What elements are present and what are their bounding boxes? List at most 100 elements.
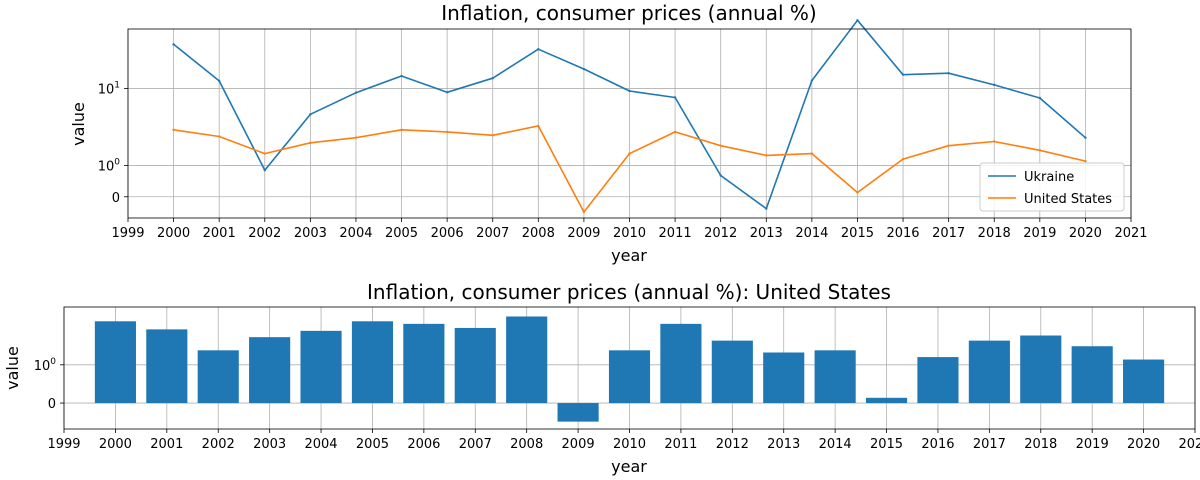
data-point xyxy=(217,135,221,138)
bar xyxy=(300,330,342,404)
x-tick-label: 2001 xyxy=(203,226,236,241)
y-tick-label: 0 xyxy=(48,397,56,412)
x-tick-label: 2009 xyxy=(562,437,595,452)
bar xyxy=(557,403,599,422)
data-point xyxy=(537,48,540,51)
data-point xyxy=(810,79,814,82)
y-axis-label: value xyxy=(69,102,88,146)
x-tick-label: 2020 xyxy=(1127,437,1160,452)
data-point xyxy=(354,136,358,139)
x-tick-label: 2011 xyxy=(664,437,697,452)
x-tick-label: 2012 xyxy=(716,437,749,452)
x-tick-label: 2006 xyxy=(431,226,464,241)
bar xyxy=(1123,359,1165,404)
x-tick-label: 2000 xyxy=(157,226,190,241)
x-tick-label: 2020 xyxy=(1069,226,1102,241)
x-tick-label: 2011 xyxy=(659,226,692,241)
data-point xyxy=(719,144,722,147)
x-tick-label: 2002 xyxy=(202,437,235,452)
x-axis-label: year xyxy=(611,457,647,476)
x-tick-labels: 1999 2000 2001 2002 2003 2004 2005 2006 2007 2008… xyxy=(111,218,1148,241)
line-chart-panel: Inflation, consumer prices (annual %) 19… xyxy=(69,1,1148,265)
data-point xyxy=(947,144,950,147)
bar xyxy=(146,329,188,404)
data-point xyxy=(537,124,540,128)
data-point xyxy=(172,43,175,46)
x-tick-label: 1999 xyxy=(47,437,80,452)
bars-group xyxy=(94,316,1165,422)
data-point xyxy=(217,79,221,83)
x-tick-labels: 1999 2000 2001 2002 2003 2004 2005 2006 2007 2008… xyxy=(47,429,1200,452)
bar xyxy=(197,350,239,404)
data-point xyxy=(172,128,175,132)
bar xyxy=(403,323,445,404)
x-tick-label: 2010 xyxy=(613,226,646,241)
x-tick-label: 2004 xyxy=(304,437,337,452)
y-tick-label: 101 xyxy=(98,80,120,97)
data-point xyxy=(400,74,403,78)
bar xyxy=(1020,335,1062,404)
x-tick-label: 2018 xyxy=(1024,437,1057,452)
x-tick-label: 2008 xyxy=(522,226,555,241)
data-point xyxy=(673,130,677,134)
x-tick-label: 2017 xyxy=(932,226,965,241)
data-point xyxy=(856,191,859,194)
data-point xyxy=(810,152,814,155)
bar xyxy=(968,340,1010,404)
data-point xyxy=(628,89,631,93)
x-tick-label: 1999 xyxy=(111,226,144,241)
x-tick-label: 2018 xyxy=(978,226,1011,241)
legend-label: Ukraine xyxy=(1024,170,1074,185)
y-tick-labels: 0 100 101 xyxy=(98,80,128,206)
data-point xyxy=(856,19,859,22)
x-tick-label: 2007 xyxy=(476,226,509,241)
data-point xyxy=(765,154,768,157)
x-tick-label: 2016 xyxy=(921,437,954,452)
x-tick-label: 2001 xyxy=(150,437,183,452)
data-point xyxy=(309,113,312,116)
data-point xyxy=(445,91,449,94)
chart-title: Inflation, consumer prices (annual %): U… xyxy=(367,280,891,304)
x-tick-label: 2003 xyxy=(253,437,286,452)
chart-title: Inflation, consumer prices (annual %) xyxy=(441,1,816,25)
data-point xyxy=(354,91,358,94)
data-point xyxy=(993,140,996,143)
x-tick-label: 2000 xyxy=(99,437,132,452)
y-tick-label: 0 xyxy=(112,191,120,206)
x-tick-label: 2014 xyxy=(819,437,852,452)
bar-chart-panel: Inflation, consumer prices (annual %): U… xyxy=(3,280,1200,476)
x-tick-label: 2021 xyxy=(1178,437,1200,452)
x-tick-label: 2002 xyxy=(248,226,281,241)
bar xyxy=(711,340,753,404)
x-tick-label: 2006 xyxy=(407,437,440,452)
y-axis-label: value xyxy=(3,346,22,390)
data-point xyxy=(263,152,266,155)
data-point xyxy=(993,83,996,87)
x-tick-label: 2013 xyxy=(767,437,800,452)
data-point xyxy=(719,174,722,177)
bar xyxy=(94,321,136,404)
bar xyxy=(1071,346,1113,404)
bar xyxy=(865,397,908,404)
data-point xyxy=(1038,96,1042,100)
x-tick-label: 2005 xyxy=(356,437,389,452)
data-point xyxy=(1084,159,1087,163)
legend-box xyxy=(979,162,1125,212)
x-tick-label: 2014 xyxy=(795,226,828,241)
data-point xyxy=(628,152,631,155)
bar xyxy=(608,350,651,404)
x-tick-label: 2008 xyxy=(510,437,543,452)
legend-label: United States xyxy=(1024,192,1112,207)
data-point xyxy=(765,207,768,210)
data-point xyxy=(673,96,677,99)
x-tick-label: 2019 xyxy=(1076,437,1109,452)
x-tick-label: 2012 xyxy=(704,226,737,241)
data-point xyxy=(309,141,312,145)
data-point xyxy=(263,169,266,172)
x-tick-label: 2016 xyxy=(886,226,919,241)
data-point xyxy=(947,72,950,75)
data-point xyxy=(400,128,403,132)
x-tick-label: 2017 xyxy=(973,437,1006,452)
x-tick-label: 2019 xyxy=(1023,226,1056,241)
